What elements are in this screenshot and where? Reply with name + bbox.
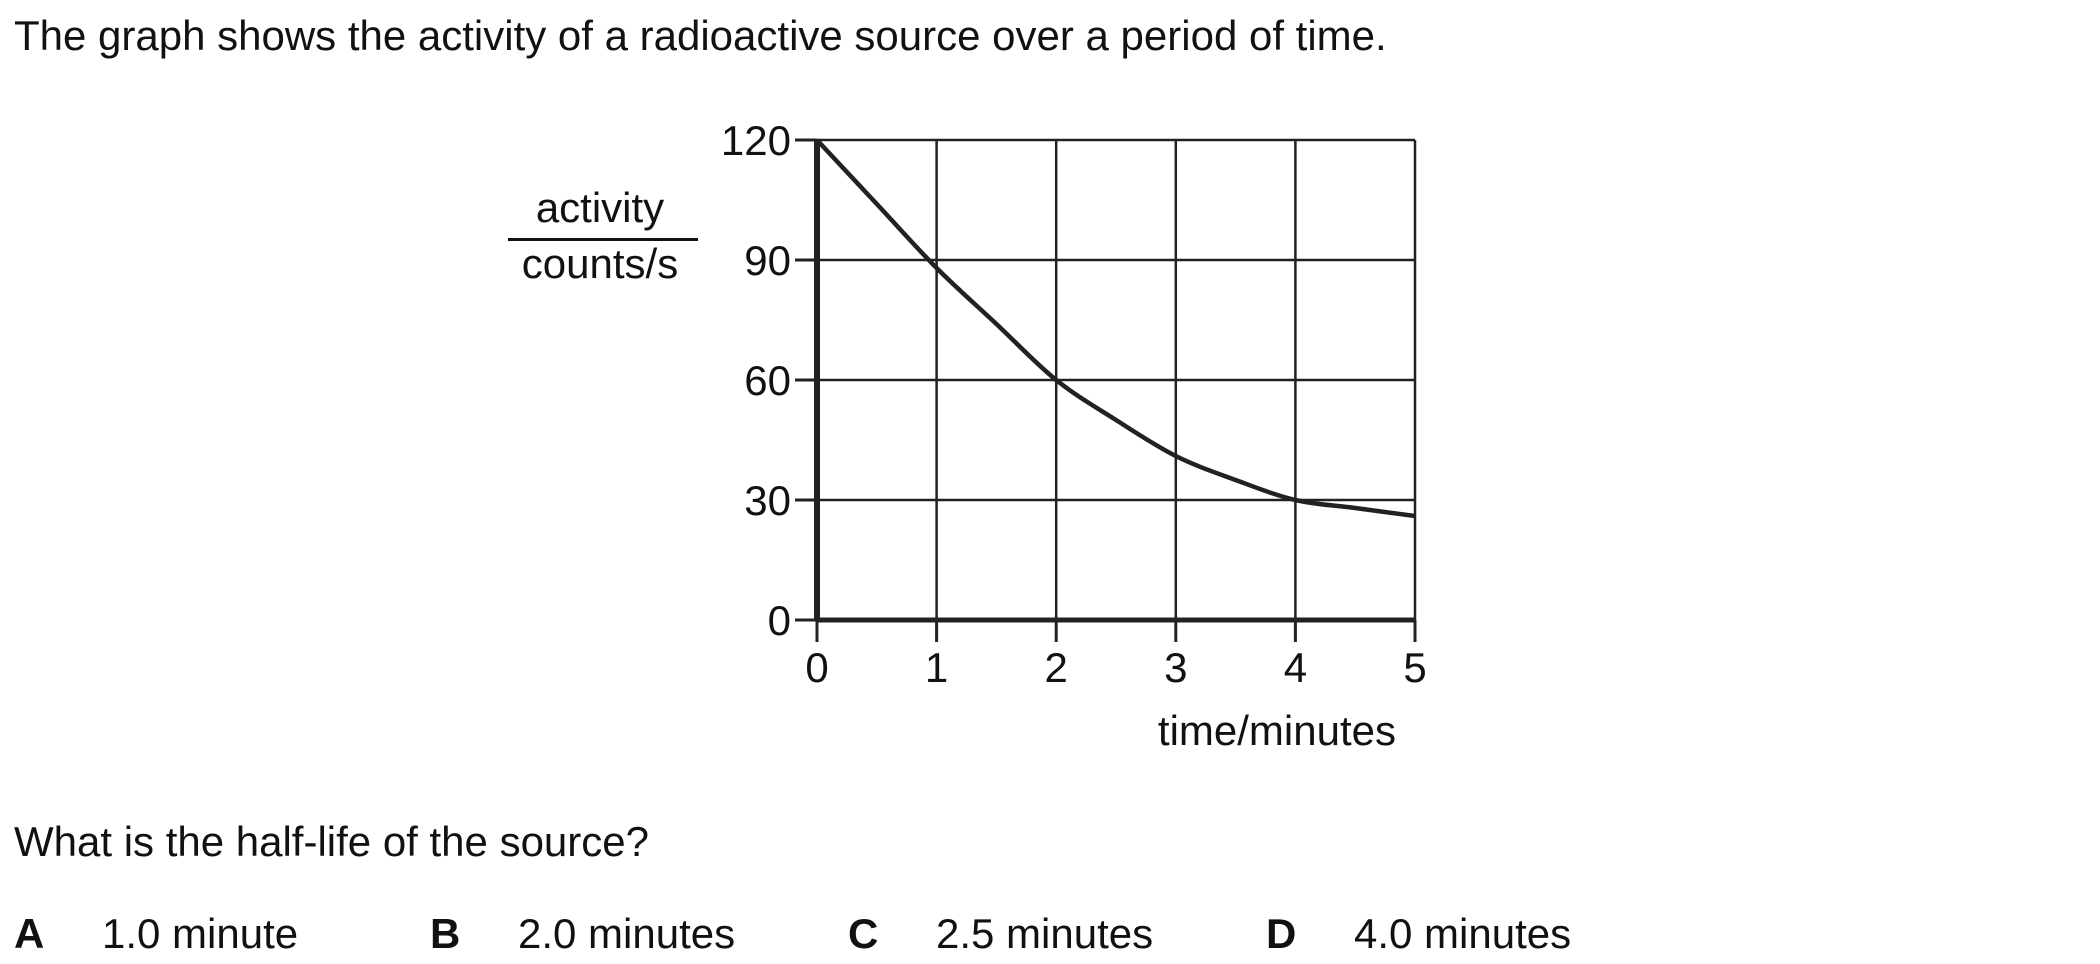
option-d[interactable]: D 4.0 minutes bbox=[1266, 910, 1571, 958]
y-tick-label-0: 0 bbox=[768, 597, 791, 644]
y-axis-label-numerator: activity bbox=[535, 184, 665, 231]
x-tick-label-3: 3 bbox=[1164, 644, 1187, 691]
option-a-letter: A bbox=[14, 910, 45, 957]
chart-ticks bbox=[795, 138, 1417, 642]
x-tick-label-2: 2 bbox=[1045, 644, 1068, 691]
option-b[interactable]: B 2.0 minutes bbox=[430, 910, 735, 958]
x-tick-label-5: 5 bbox=[1403, 644, 1426, 691]
y-tick-label-30: 30 bbox=[744, 477, 791, 524]
option-a[interactable]: A 1.0 minute bbox=[14, 910, 298, 958]
y-tick-label-60: 60 bbox=[744, 357, 791, 404]
option-c-text: 2.5 minutes bbox=[936, 910, 1154, 957]
activity-chart: 0 30 60 90 120 0 1 2 3 4 5 time/minutes bbox=[721, 117, 1427, 754]
chart-tick-labels: 0 30 60 90 120 0 1 2 3 4 5 bbox=[721, 117, 1427, 691]
x-tick-label-4: 4 bbox=[1284, 644, 1307, 691]
y-tick-label-120: 120 bbox=[721, 117, 791, 164]
y-tick-label-90: 90 bbox=[744, 237, 791, 284]
option-d-letter: D bbox=[1266, 910, 1297, 957]
option-a-text: 1.0 minute bbox=[102, 910, 299, 957]
y-axis-label-fraction-bar bbox=[508, 238, 698, 241]
y-axis-label-denominator: counts/s bbox=[521, 240, 679, 287]
activity-curve bbox=[815, 138, 1416, 519]
question-intro: The graph shows the activity of a radioa… bbox=[14, 12, 1387, 59]
x-axis-label: time/minutes bbox=[1158, 707, 1396, 754]
option-d-text: 4.0 minutes bbox=[1354, 910, 1572, 957]
x-tick-label-0: 0 bbox=[805, 644, 828, 691]
chart-grid bbox=[817, 138, 1417, 620]
option-b-letter: B bbox=[430, 910, 461, 957]
option-c[interactable]: C 2.5 minutes bbox=[848, 910, 1153, 958]
question-prompt: What is the half-life of the source? bbox=[14, 818, 649, 865]
x-tick-label-1: 1 bbox=[925, 644, 948, 691]
option-b-text: 2.0 minutes bbox=[518, 910, 736, 957]
option-c-letter: C bbox=[848, 910, 879, 957]
